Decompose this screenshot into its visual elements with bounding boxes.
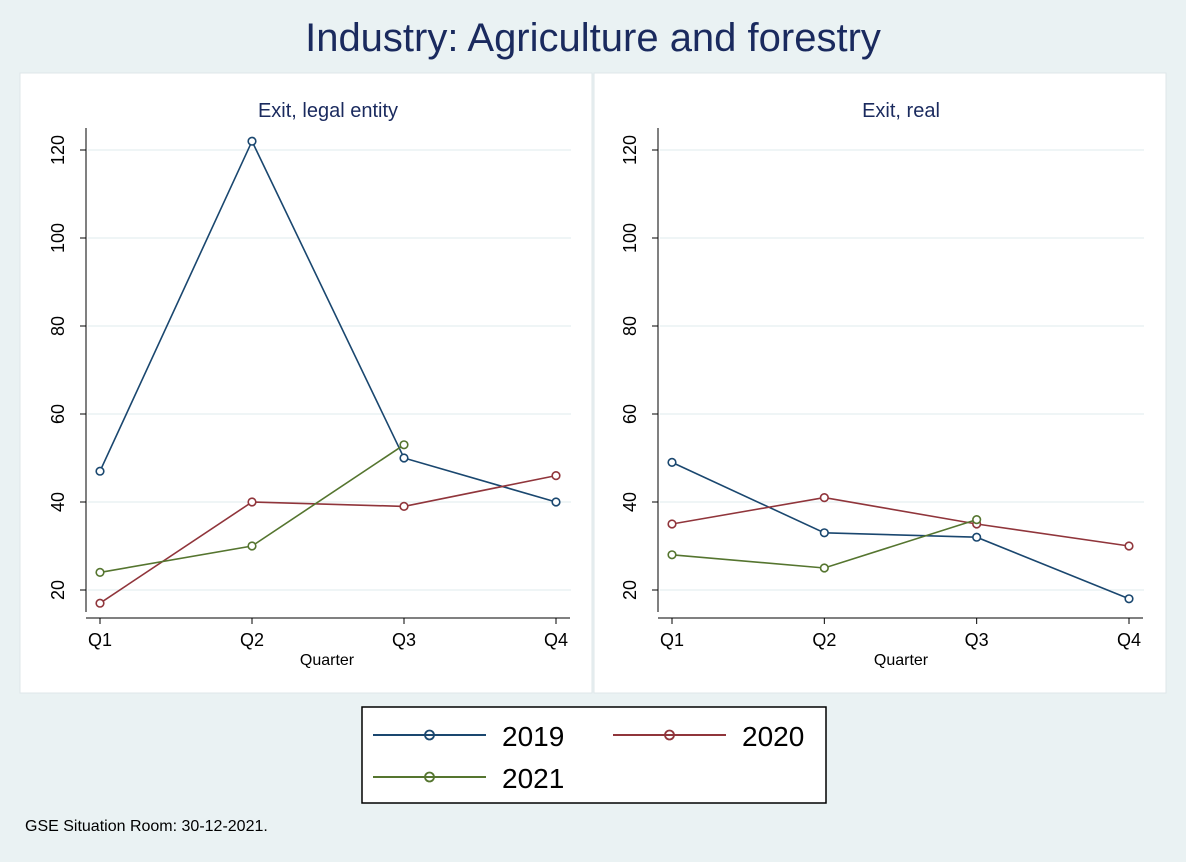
data-point-2019	[819, 528, 829, 538]
x-tick-label: Q3	[392, 630, 416, 650]
data-point-2020	[399, 501, 409, 512]
data-point-2019	[972, 532, 982, 542]
legend-label-2019: 2019	[502, 721, 564, 752]
data-point-2019	[551, 497, 561, 507]
panel-title: Exit, legal entity	[258, 100, 398, 122]
legend-marker-2020	[664, 729, 675, 741]
legend-label-2021: 2021	[502, 763, 564, 794]
data-point-2019	[95, 466, 105, 476]
y-tick-label: 60	[48, 404, 68, 424]
data-point-2020	[819, 493, 829, 503]
data-point-2020	[95, 598, 105, 608]
y-tick-label: 100	[620, 223, 640, 253]
x-axis-label: Quarter	[300, 652, 355, 669]
gridlines	[88, 149, 571, 591]
series-2021	[667, 514, 982, 573]
y-tick-label: 20	[48, 580, 68, 600]
panel-background	[593, 72, 1167, 694]
x-tick-label: Q1	[88, 630, 112, 650]
data-point-2021	[819, 563, 829, 573]
legend-marker-2021	[424, 771, 435, 783]
y-tick-label: 20	[620, 580, 640, 600]
legend-label-2020: 2020	[742, 721, 804, 752]
panel-exit-legal-entity: Exit, legal entity Quarter 20 40 60 80 100 12…	[19, 72, 593, 694]
panel-title: Exit, real	[862, 100, 940, 122]
y-tick-label: 100	[48, 223, 68, 253]
series-line-2020	[671, 496, 1130, 547]
data-point-2019	[1124, 594, 1134, 604]
data-point-2021	[972, 514, 982, 525]
y-tick-label: 80	[48, 316, 68, 336]
x-tick-label: Q4	[544, 630, 568, 650]
panel-exit-real: Exit, real Quarter 20 40 60 80 100 120 Q1 Q2 Q3 Q…	[593, 72, 1167, 694]
series-line-2019	[671, 461, 1130, 600]
data-point-2020	[247, 497, 257, 507]
chart-title: Industry: Agriculture and forestry	[305, 16, 881, 60]
x-tick-label: Q4	[1117, 630, 1141, 650]
x-tick-label: Q2	[812, 630, 836, 650]
series-2021	[95, 440, 409, 578]
x-tick-label: Q2	[240, 630, 264, 650]
x-tick-label: Q3	[965, 630, 989, 650]
data-point-2021	[399, 440, 409, 450]
y-tick-label: 40	[620, 492, 640, 512]
data-point-2020	[1124, 541, 1134, 551]
data-point-2021	[95, 567, 105, 578]
y-tick-label: 120	[620, 135, 640, 165]
legend-marker-2019	[424, 729, 435, 741]
series-2020	[95, 471, 561, 608]
legend-box	[361, 706, 827, 804]
data-point-2020	[551, 471, 561, 481]
source-footnote: GSE Situation Room: 30-12-2021.	[25, 818, 268, 835]
gridlines	[660, 149, 1144, 591]
series-line-2020	[99, 474, 557, 604]
data-point-2019	[667, 457, 677, 468]
x-tick-label: Q1	[660, 630, 684, 650]
data-point-2021	[247, 541, 257, 551]
data-point-2019	[399, 453, 409, 463]
data-point-2020	[667, 519, 677, 529]
data-point-2019	[247, 136, 257, 146]
y-tick-label: 80	[620, 316, 640, 336]
x-axis-label: Quarter	[874, 652, 929, 669]
y-tick-label: 60	[620, 404, 640, 424]
series-2020	[667, 493, 1134, 551]
series-line-2019	[99, 139, 557, 503]
series-2019	[667, 457, 1134, 604]
series-2019	[95, 136, 561, 507]
y-tick-label: 120	[48, 135, 68, 165]
legend: 2019 2020 2021	[361, 706, 827, 804]
data-point-2021	[667, 550, 677, 560]
y-tick-label: 40	[48, 492, 68, 512]
